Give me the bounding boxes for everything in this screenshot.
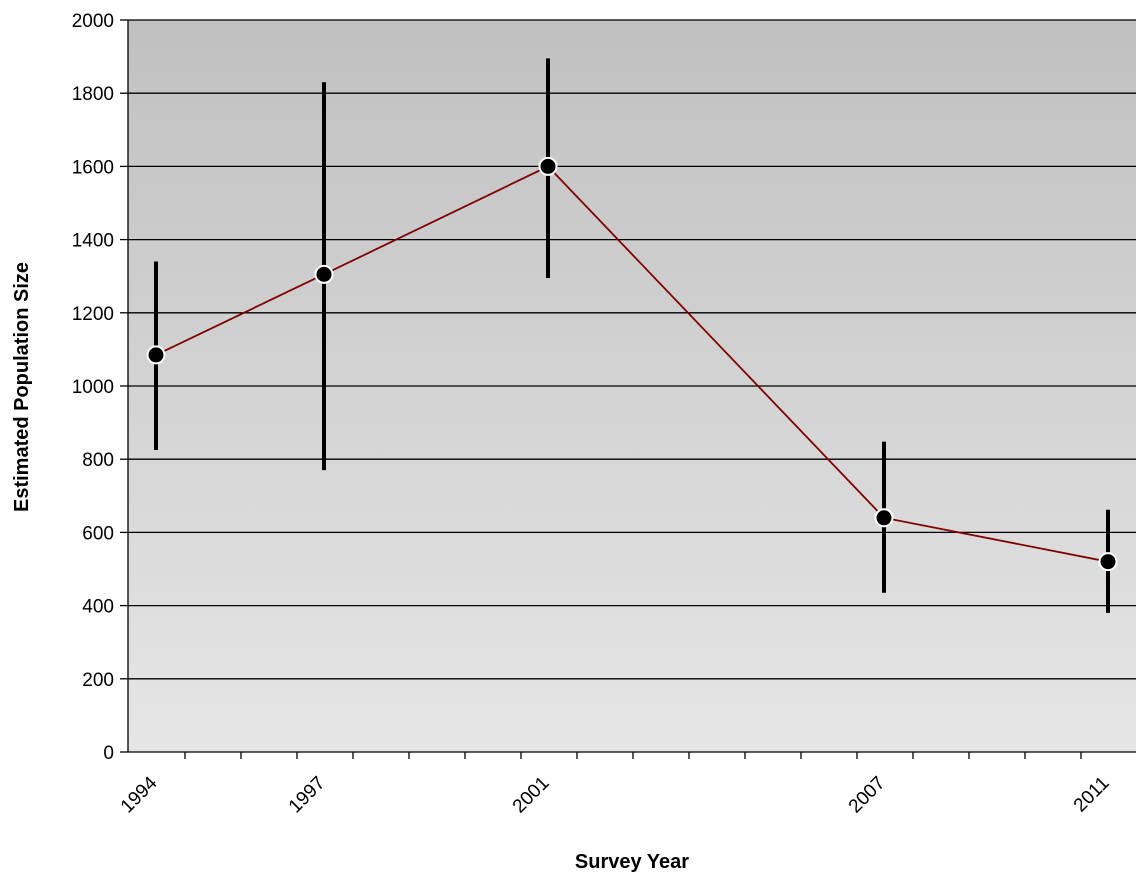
y-tick-label: 400 (82, 597, 114, 618)
y-axis-title: Estimated Population Size (11, 262, 33, 512)
data-point (146, 345, 166, 365)
y-tick-label: 1000 (72, 377, 114, 398)
y-tick-label: 2000 (72, 11, 114, 32)
gridlines (128, 19, 1136, 680)
x-axis-title: Survey Year (575, 851, 689, 873)
x-tick-label: 2011 (1070, 773, 1114, 817)
x-tick-label: 2007 (845, 773, 890, 818)
x-axis-ticks: 1994 1997 2001 2007 2011 (117, 752, 1114, 817)
y-tick-label: 0 (103, 743, 114, 764)
data-point (1098, 552, 1118, 572)
x-tick-label: 2001 (509, 773, 554, 818)
y-tick-label: 200 (82, 670, 114, 691)
y-tick-label: 1400 (72, 231, 114, 252)
y-tick-label: 1200 (72, 304, 114, 325)
y-axis-ticks: 0 200 400 600 800 1000 1200 1400 1600 1800 2000 (72, 11, 128, 764)
data-point (314, 264, 334, 284)
y-tick-label: 1800 (72, 84, 114, 105)
data-point (874, 508, 894, 528)
x-tick-label: 1994 (117, 772, 162, 817)
x-tick-label: 1997 (285, 773, 330, 818)
data-series (146, 156, 1118, 572)
data-point (538, 156, 558, 176)
y-tick-label: 600 (82, 523, 114, 544)
y-tick-label: 800 (82, 450, 114, 471)
y-tick-label: 1600 (72, 157, 114, 178)
